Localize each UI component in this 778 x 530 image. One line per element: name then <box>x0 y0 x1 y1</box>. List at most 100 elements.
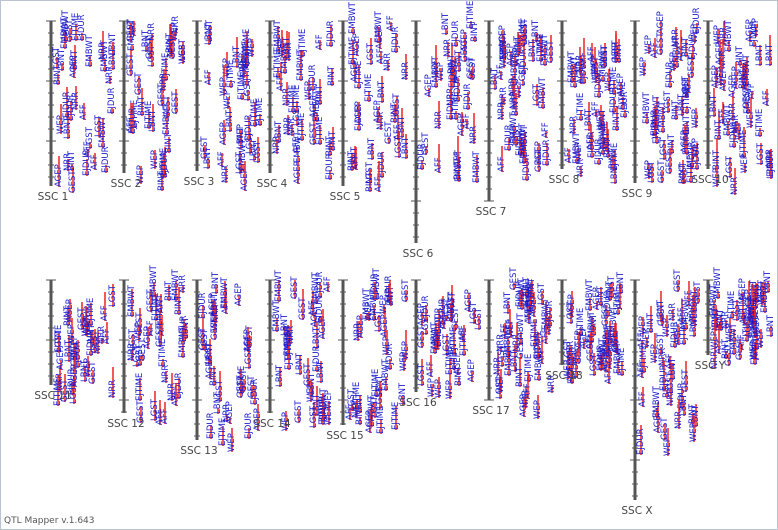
qtl-trait-label: LBNT <box>397 115 407 138</box>
qtl-trait-label: NRR <box>211 305 221 323</box>
qtl-trait-label: NRR <box>166 39 176 57</box>
qtl-trait-label: EMBWT <box>60 16 70 49</box>
qtl-trait-label: EMBWT <box>374 10 384 43</box>
qtl-trait-label: EJTIME <box>237 366 247 394</box>
qtl-trait-label: AGEP <box>673 322 683 345</box>
qtl-trait-label: NRR <box>171 16 181 34</box>
qtl-trait-label: AFF <box>665 353 675 369</box>
qtl-trait-label: EJTIME <box>686 155 696 183</box>
qtl-trait-label: EJTIME <box>526 284 536 312</box>
chromosome-ssc-18: AFFEJDURGESTAGEPAFFWEPLBNTAFFEJTIMEEMBWT… <box>545 271 627 384</box>
qtl-trait-label: EJDUR <box>670 321 680 348</box>
qtl-trait-label: EJTIME <box>292 85 302 113</box>
qtl-trait-label: BINT <box>646 312 656 333</box>
qtl-trait-label: EMBWT <box>516 312 526 345</box>
qtl-trait-label: GEST <box>657 303 667 326</box>
qtl-trait-label: BINT <box>671 99 681 120</box>
chromosome-axis <box>633 280 637 500</box>
qtl-trait-label: BINT <box>605 323 615 344</box>
qtl-trait-label: EJTIME <box>352 382 362 410</box>
qtl-trait-label: EJTIME <box>609 67 619 95</box>
qtl-trait-label: NRR <box>710 351 720 369</box>
qtl-trait-label: EMBWT <box>127 18 137 51</box>
qtl-trait-label: AFF <box>615 293 625 309</box>
qtl-trait-label: AFF <box>276 75 286 91</box>
qtl-trait-label: LGST <box>394 135 404 158</box>
qtl-trait-label: NRR <box>711 313 721 331</box>
qtl-trait-label: LGST <box>366 42 376 65</box>
qtl-trait-label: EMBWT <box>312 89 322 122</box>
qtl-trait-label: LBNT <box>755 43 765 66</box>
qtl-trait-label: AFF <box>308 300 318 316</box>
qtl-trait-label: LGST <box>666 371 676 394</box>
qtl-trait-label: NRR <box>433 332 443 350</box>
qtl-trait-label: WEP <box>756 329 766 348</box>
qtl-trait-label: WEP <box>610 327 620 346</box>
qtl-trait-label: EMBWT <box>723 103 733 136</box>
qtl-trait-label: EMBWT <box>520 124 530 157</box>
qtl-trait-label: WEP <box>379 295 389 314</box>
qtl-trait-label: GEST <box>417 325 427 348</box>
qtl-trait-label: BINT <box>527 277 537 298</box>
qtl-trait-label: EMBWT <box>570 55 580 88</box>
qtl-trait-label: EJDUR <box>636 428 646 455</box>
qtl-trait-label: WEP <box>642 329 652 348</box>
qtl-trait-label: WEP <box>740 154 750 173</box>
qtl-trait-label: LGST <box>205 19 215 42</box>
qtl-trait-label: EJTIME <box>739 130 749 158</box>
qtl-trait-label: LBNT <box>490 67 500 90</box>
qtl-trait-label: AFF <box>434 157 444 173</box>
chromosome-ssc-13: EJTIMEGESTGESTAGEPAFFNRRBINTLGSTLBNTGEST… <box>180 271 263 457</box>
qtl-trait-label: NRR <box>147 23 157 41</box>
chromosome-label: SSC 15 <box>326 430 363 442</box>
qtl-trait-label: BINT <box>446 301 456 322</box>
qtl-trait-label: NRR <box>287 118 297 136</box>
chromosome-ssc-4: AFFLGSTEJDUREJDURNRREJTIMEBINTBINTGESTAG… <box>257 19 338 190</box>
qtl-trait-label: EMBWT <box>272 299 282 332</box>
qtl-trait-label: NRR <box>497 102 507 120</box>
qtl-trait-label: EJDUR <box>594 138 604 165</box>
qtl-trait-label: AGEP <box>464 289 474 312</box>
qtl-trait-label: EMBWT <box>127 284 137 317</box>
qtl-trait-label: LGST <box>474 307 484 330</box>
qtl-trait-label: LGST <box>589 353 599 376</box>
qtl-trait-label: WEP <box>749 341 759 360</box>
qtl-trait-label: NRR <box>178 275 188 293</box>
qtl-trait-label: WEP <box>604 72 614 91</box>
qtl-trait-label: BINT <box>602 131 612 152</box>
qtl-trait-label: NRR <box>351 400 361 418</box>
qtl-trait-label: AFF <box>323 276 333 292</box>
qtl-trait-label: NRR <box>568 347 578 365</box>
chromosome-axis <box>706 280 710 355</box>
qtl-trait-label: AFF <box>739 308 749 324</box>
chromosome-label: SSC 10 <box>691 174 728 186</box>
qtl-trait-label: LBNT <box>350 146 360 169</box>
qtl-trait-label: EJDUR <box>312 345 322 372</box>
qtl-trait-label: LBNT <box>275 364 285 387</box>
qtl-trait-label: EMBWT <box>149 264 159 297</box>
qtl-trait-label: EJDUR <box>609 86 619 113</box>
qtl-trait-label: EJTIME <box>315 117 325 145</box>
qtl-trait-label: LBNT <box>589 313 599 336</box>
qtl-trait-label: BINT <box>390 102 400 123</box>
qtl-trait-label: AFF <box>462 113 472 129</box>
qtl-trait-label: BINT <box>715 308 725 329</box>
qtl-trait-label: BINT <box>157 170 167 191</box>
chromosome-axis <box>195 280 199 440</box>
qtl-trait-label: NRR <box>544 317 554 335</box>
qtl-trait-label: BINT <box>325 135 335 156</box>
qtl-trait-label: EJDUR <box>308 64 318 91</box>
qtl-trait-label: LGST <box>563 339 573 362</box>
qtl-trait-label: EJDUR <box>101 146 111 173</box>
qtl-trait-label: EJTIME <box>158 339 168 367</box>
qtl-trait-label: AFF <box>345 404 355 420</box>
qtl-trait-label: EJDUR <box>688 33 698 60</box>
qtl-trait-label: AGEP <box>576 61 586 84</box>
qtl-trait-label: EJDUR <box>421 295 431 322</box>
qtl-trait-label: AGEP <box>467 359 477 382</box>
qtl-trait-label: EJTIME <box>576 93 586 121</box>
qtl-trait-label: LBNT <box>677 93 687 116</box>
qtl-trait-label: LGST <box>128 328 138 351</box>
